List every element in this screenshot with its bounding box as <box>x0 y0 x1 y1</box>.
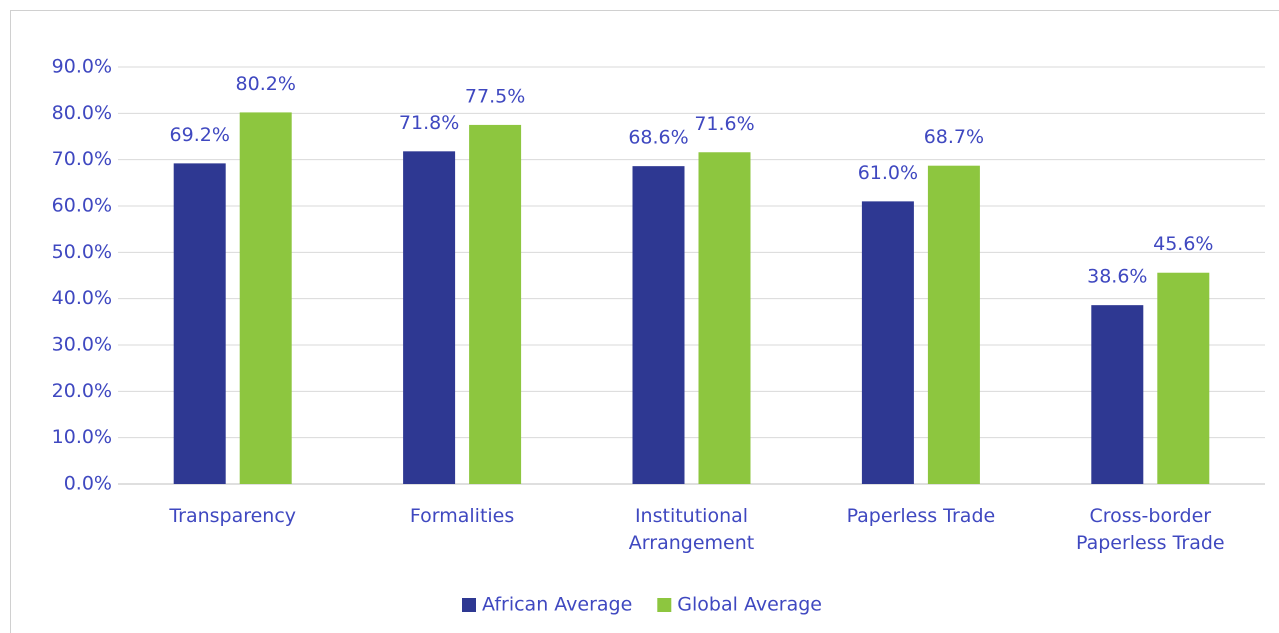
bar <box>861 201 914 484</box>
y-tick-label: 30.0% <box>52 334 112 356</box>
y-tick-label: 40.0% <box>52 287 112 309</box>
y-tick-label: 80.0% <box>52 102 112 124</box>
value-label: 80.2% <box>236 73 296 95</box>
y-tick-label: 0.0% <box>64 473 112 495</box>
value-label: 71.6% <box>694 113 754 135</box>
bar <box>1091 305 1144 484</box>
legend-label: Global Average <box>677 594 822 616</box>
x-tick-label: Paperless Trade <box>846 505 996 527</box>
bar <box>1157 272 1210 484</box>
x-tick-label: Institutional Arrangement <box>628 505 755 554</box>
bar <box>469 124 522 485</box>
value-label: 77.5% <box>465 85 525 107</box>
y-tick-label: 70.0% <box>52 148 112 170</box>
legend-swatch <box>657 598 672 612</box>
value-label: 71.8% <box>399 112 459 134</box>
y-tick-label: 60.0% <box>52 195 112 217</box>
x-tick-label: Transparency <box>169 505 297 527</box>
bar <box>403 151 456 484</box>
bar <box>239 112 292 484</box>
y-tick-label: 90.0% <box>52 56 112 78</box>
value-label: 38.6% <box>1087 266 1147 288</box>
bar <box>698 152 751 484</box>
bar <box>173 163 226 484</box>
value-label: 68.7% <box>924 126 984 148</box>
value-label: 68.6% <box>628 127 688 149</box>
chart-border <box>10 10 1279 633</box>
value-label: 61.0% <box>858 162 918 184</box>
y-tick-label: 50.0% <box>52 241 112 263</box>
x-tick-label: Cross-border Paperless Trade <box>1075 505 1225 554</box>
bar <box>632 166 685 485</box>
legend-label: African Average <box>482 594 632 616</box>
y-tick-label: 10.0% <box>52 426 112 448</box>
y-tick-label: 20.0% <box>52 380 112 402</box>
value-label: 69.2% <box>170 124 230 146</box>
x-tick-label: Formalities <box>409 505 515 527</box>
bar <box>927 165 980 484</box>
value-label: 45.6% <box>1153 233 1213 255</box>
legend-swatch <box>462 598 476 612</box>
